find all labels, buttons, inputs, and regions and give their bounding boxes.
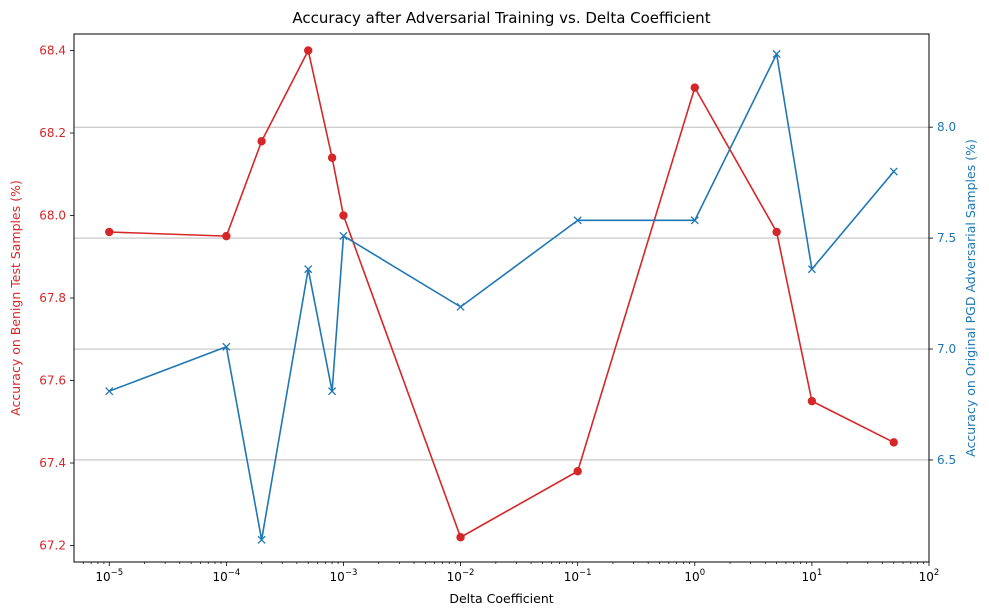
x-tick-label: 10−4 [212, 568, 240, 584]
x-tick-exponent: 1 [817, 568, 822, 578]
x-marker-stroke [456, 302, 465, 311]
x-tick-label: 102 [919, 568, 940, 584]
right-y-tick-label: 7.5 [937, 231, 956, 245]
data-point-right [339, 231, 348, 240]
x-marker-stroke [328, 387, 337, 396]
x-tick-label: 100 [684, 568, 705, 584]
gridlines [74, 126, 929, 461]
x-marker-stroke [105, 387, 114, 396]
data-point-left [257, 137, 266, 146]
x-tick-exponent: −3 [345, 568, 358, 578]
data-point-left [222, 231, 231, 241]
x-marker-stroke [304, 265, 313, 274]
right-y-tick-label: 7.0 [937, 342, 956, 356]
data-point-right [222, 342, 231, 351]
right-y-axis-label: Accuracy on Original PGD Adversarial Sam… [963, 139, 978, 457]
x-tick-exponent: −1 [579, 568, 592, 578]
x-marker-stroke [222, 342, 231, 351]
x-tick-exponent: −2 [462, 568, 475, 578]
x-tick-base: 10 [919, 570, 934, 584]
left-y-tick-label: 67.4 [39, 456, 66, 470]
plot-frame [73, 33, 930, 563]
data-point-right [772, 49, 781, 59]
data-point-right [690, 216, 699, 225]
left-y-tick-label: 68.4 [39, 44, 66, 58]
data-point-right [257, 535, 266, 544]
x-axis-label: Delta Coefficient [449, 591, 553, 606]
data-point-left [807, 396, 817, 406]
data-point-left [772, 227, 781, 237]
data-point-right [807, 265, 816, 274]
x-marker-stroke [339, 231, 348, 240]
data-point-right [889, 167, 898, 176]
data-point-left [889, 438, 898, 447]
x-tick-base: 10 [95, 570, 110, 584]
x-tick-exponent: 2 [934, 568, 939, 578]
x-tick-label: 10−1 [564, 568, 592, 584]
right-y-tick-label: 8.0 [937, 120, 956, 134]
left-y-tick-label: 67.6 [39, 374, 66, 388]
right-y-axis: 6.5 7.0 7.5 8.0 [929, 120, 956, 467]
x-tick-base: 10 [212, 570, 227, 584]
data-point-left [339, 211, 348, 220]
chart-title: Accuracy after Adversarial Training vs. … [292, 9, 710, 27]
series-line-left [109, 49, 895, 539]
data-point-right [456, 302, 465, 311]
left-y-tick-label: 68.0 [39, 209, 66, 223]
x-tick-exponent: −5 [111, 568, 124, 578]
data-point-right [304, 265, 313, 274]
data-point-left [304, 46, 313, 55]
x-marker-stroke [573, 216, 582, 225]
data-point-left [105, 227, 114, 237]
left-y-tick-label: 67.8 [39, 291, 66, 305]
x-tick-exponent: −4 [228, 568, 241, 578]
right-y-tick-label: 6.5 [937, 453, 956, 467]
left-y-axis: 67.2 67.4 67.6 67.8 68.0 68.2 68.4 [39, 44, 74, 553]
x-marker-stroke [772, 49, 781, 59]
x-tick-label: 10−2 [447, 568, 475, 584]
x-tick-base: 10 [447, 570, 462, 584]
data-point-left [327, 153, 337, 162]
left-y-tick-label: 68.2 [39, 126, 66, 140]
x-marker-stroke [690, 216, 699, 225]
x-marker-stroke [257, 535, 266, 544]
x-tick-label: 10−3 [330, 568, 358, 584]
x-marker-stroke [807, 265, 816, 274]
left-y-axis-label: Accuracy on Benign Test Samples (%) [8, 180, 23, 416]
x-axis: 10−5 10−4 10−3 10−2 10−1 100 101 102 [82, 562, 940, 584]
data-point-left [573, 467, 582, 476]
series-layer [105, 46, 898, 544]
series-line-right [108, 53, 895, 541]
data-point-right [105, 387, 114, 396]
x-tick-exponent: 0 [700, 568, 705, 578]
data-point-right [573, 216, 582, 225]
x-tick-label: 10−5 [95, 568, 123, 584]
x-tick-base: 10 [330, 570, 345, 584]
x-tick-base: 10 [564, 570, 579, 584]
x-marker-stroke [889, 167, 898, 176]
data-point-left [456, 533, 465, 542]
data-point-left [690, 83, 699, 92]
data-point-right [328, 387, 337, 396]
x-tick-base: 10 [684, 570, 699, 584]
x-tick-label: 101 [802, 568, 823, 584]
x-tick-base: 10 [802, 570, 817, 584]
left-y-tick-label: 67.2 [39, 539, 66, 553]
